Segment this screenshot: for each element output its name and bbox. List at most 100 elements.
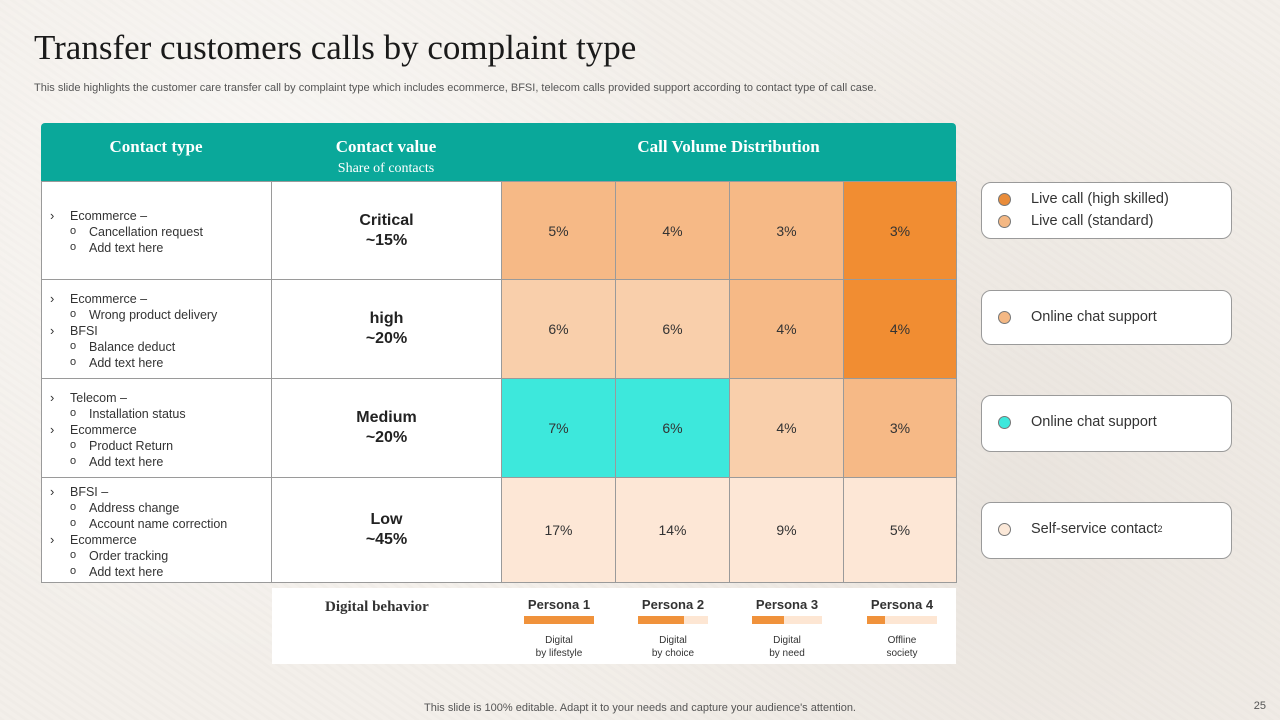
legend-label: Live call (standard) — [1031, 213, 1154, 229]
page-number: 25 — [1253, 700, 1266, 712]
distribution-cell: 6% — [615, 378, 730, 478]
contact-line: Ecommerce – — [50, 291, 271, 307]
legend-label: Self-service contact — [1031, 521, 1158, 537]
persona: Persona 1 Digital by lifestyle — [509, 597, 609, 660]
persona-name: Persona 2 — [641, 597, 705, 612]
legend-dot-icon — [998, 192, 1011, 206]
contact-line: Product Return — [50, 437, 271, 454]
slide-subtitle: This slide highlights the customer care … — [34, 82, 877, 94]
contact-line: Installation status — [50, 405, 271, 422]
contact-line: Account name correction — [50, 515, 271, 532]
persona-desc-line: Digital — [773, 635, 801, 646]
persona-name: Persona 3 — [755, 597, 819, 612]
persona-bar-fill — [524, 616, 594, 624]
contact-type-cell: Ecommerce –Cancellation requestAdd text … — [41, 181, 272, 280]
persona-name: Persona 4 — [870, 597, 934, 612]
persona-desc-line: by choice — [651, 648, 695, 659]
contact-type-cell: BFSI –Address changeAccount name correct… — [41, 477, 272, 583]
contact-line: Wrong product delivery — [50, 306, 271, 323]
distribution-cell: 6% — [501, 279, 616, 379]
legend-box: Live call (high skilled) Live call (stand… — [981, 182, 1232, 239]
contact-line: Add text here — [50, 563, 271, 580]
persona-desc-line: Digital — [659, 635, 687, 646]
digital-behavior-label: Digital behavior — [325, 599, 429, 615]
contact-line: Telecom – — [50, 390, 271, 406]
contact-value-label: Low — [370, 511, 403, 528]
contact-line: Address change — [50, 499, 271, 516]
distribution-cell: 9% — [729, 477, 844, 583]
legend-label: Online chat support — [1031, 414, 1157, 430]
legend-item: Online chat support — [998, 309, 1157, 325]
contact-value-share: ~20% — [365, 330, 408, 347]
persona-description: Digital by lifestyle — [509, 634, 609, 660]
legend-box: Online chat support — [981, 395, 1232, 452]
distribution-cell: 4% — [729, 279, 844, 379]
contact-line: BFSI — [50, 323, 271, 339]
persona: Persona 4 Offline society — [852, 597, 952, 660]
persona-desc-line: by lifestyle — [535, 648, 583, 659]
legend-label: Live call (high skilled) — [1031, 191, 1169, 207]
distribution-cell: 14% — [615, 477, 730, 583]
contact-value-share: ~15% — [365, 231, 408, 249]
contact-line: Order tracking — [50, 547, 271, 564]
contact-type-cell: Ecommerce –Wrong product deliveryBFSIBal… — [41, 279, 272, 379]
contact-type-cell: Telecom –Installation statusEcommercePro… — [41, 378, 272, 478]
distribution-cell: 3% — [843, 378, 957, 478]
legend-dot-icon — [998, 310, 1011, 324]
contact-line: Cancellation request — [50, 223, 271, 240]
persona-description: Digital by choice — [623, 634, 723, 660]
contact-line: Ecommerce — [50, 422, 271, 438]
persona-bar-fill — [867, 616, 885, 624]
persona-description: Offline society — [852, 634, 952, 660]
distribution-cell: 4% — [729, 378, 844, 478]
table-header: Contact type Contact value Share of cont… — [41, 123, 956, 181]
header-distribution: Call Volume Distribution — [637, 137, 820, 156]
legend-dot-icon — [998, 214, 1011, 228]
persona-name: Persona 1 — [527, 597, 591, 612]
header-contact-value: Contact value Share of contacts — [335, 137, 437, 176]
distribution-cell: 5% — [501, 181, 616, 280]
persona-bar — [638, 616, 708, 624]
contact-value-label: high — [369, 310, 404, 327]
legend-item: Self-service contact 2 — [998, 521, 1163, 537]
persona-bar — [752, 616, 822, 624]
persona-description: Digital by need — [737, 634, 837, 660]
contact-value-share: ~45% — [365, 531, 408, 548]
contact-line: BFSI – — [50, 484, 271, 500]
distribution-cell: 6% — [615, 279, 730, 379]
persona-desc-line: Digital — [545, 635, 573, 646]
persona: Persona 2 Digital by choice — [623, 597, 723, 660]
distribution-cell: 4% — [615, 181, 730, 280]
legend-box: Online chat support — [981, 290, 1232, 345]
distribution-cell: 5% — [843, 477, 957, 583]
distribution-cell: 7% — [501, 378, 616, 478]
persona-bar — [524, 616, 594, 624]
contact-value-label: Medium — [356, 409, 417, 426]
legend-label: Online chat support — [1031, 309, 1157, 325]
legend-item: Live call (standard) — [998, 213, 1154, 229]
distribution-cell: 3% — [843, 181, 957, 280]
contact-line: Ecommerce – — [50, 208, 271, 224]
contact-value-label: Critical — [359, 211, 414, 229]
contact-value-share: ~20% — [365, 429, 408, 446]
contact-line: Balance deduct — [50, 338, 271, 355]
legend-dot-icon — [998, 522, 1011, 536]
persona: Persona 3 Digital by need — [737, 597, 837, 660]
distribution-cell: 3% — [729, 181, 844, 280]
distribution-cell: 17% — [501, 477, 616, 583]
legend-item: Live call (high skilled) — [998, 191, 1169, 207]
contact-value-cell: high ~20% — [271, 279, 502, 379]
distribution-table: Ecommerce –Cancellation requestAdd text … — [41, 181, 957, 583]
contact-value-cell: Medium ~20% — [271, 378, 502, 478]
contact-value-cell: Low ~45% — [271, 477, 502, 583]
persona-desc-line: by need — [769, 648, 805, 659]
legend-item: Online chat support — [998, 414, 1157, 430]
distribution-cell: 4% — [843, 279, 957, 379]
legend-dot-icon — [998, 415, 1011, 429]
persona-bar-fill — [752, 616, 784, 624]
slide-title: Transfer customers calls by complaint ty… — [34, 28, 637, 67]
header-contact-type: Contact type — [109, 137, 203, 156]
contact-line: Ecommerce — [50, 532, 271, 548]
persona-bar-fill — [638, 616, 684, 624]
contact-value-cell: Critical ~15% — [271, 181, 502, 280]
